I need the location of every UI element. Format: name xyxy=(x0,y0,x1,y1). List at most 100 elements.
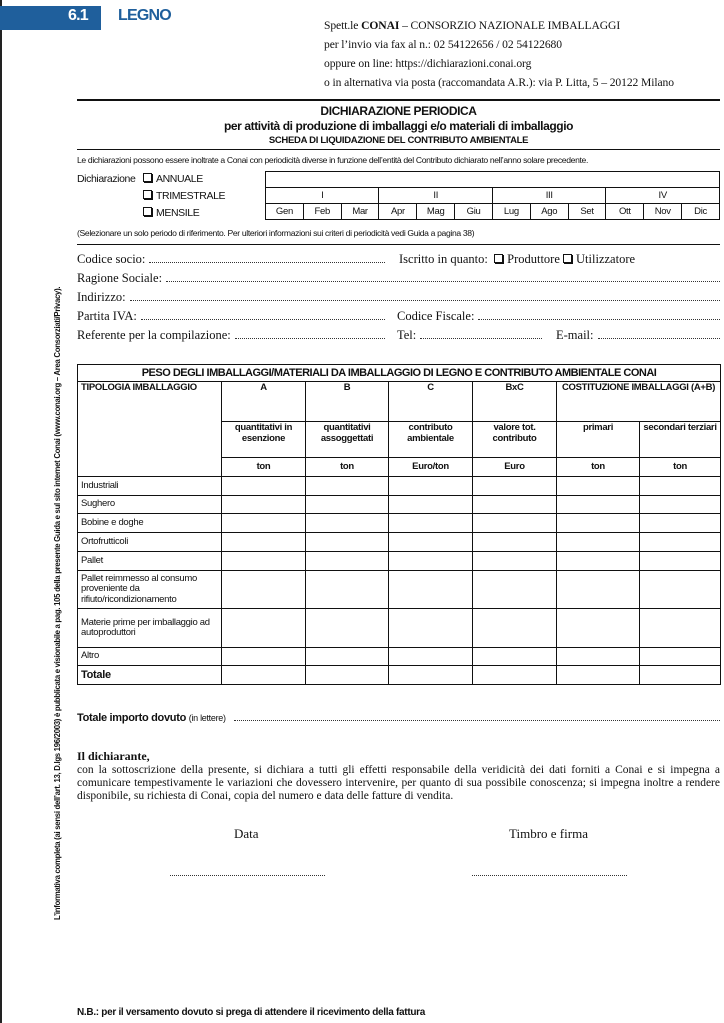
input-cell[interactable] xyxy=(638,476,722,496)
field-ragione-sociale[interactable]: Ragione Sociale: xyxy=(77,271,720,286)
month-cell[interactable]: Mar xyxy=(340,203,380,220)
input-cell[interactable] xyxy=(638,532,722,552)
input-cell[interactable] xyxy=(388,513,473,533)
row-label: Totale xyxy=(77,665,222,685)
checkbox[interactable] xyxy=(143,207,152,216)
field-indirizzo[interactable]: Indirizzo: xyxy=(77,290,720,305)
month-cell[interactable]: Set xyxy=(567,203,607,220)
month-cell[interactable]: Giu xyxy=(454,203,493,220)
input-cell[interactable] xyxy=(472,608,557,648)
input-cell[interactable] xyxy=(556,665,640,685)
input-cell[interactable] xyxy=(221,608,306,648)
option-annuale[interactable]: ANNUALE xyxy=(143,173,203,185)
input-cell[interactable] xyxy=(638,495,722,514)
input-cell[interactable] xyxy=(305,570,389,609)
table-row: Pallet reimmesso al consumo proveniente … xyxy=(77,570,722,609)
date-field[interactable] xyxy=(170,874,325,876)
input-cell[interactable] xyxy=(388,665,473,685)
input-cell[interactable] xyxy=(221,665,306,685)
input-cell[interactable] xyxy=(472,570,557,609)
totale-importo-field[interactable]: Totale importo dovuto (in lettere) xyxy=(77,712,720,724)
input-cell[interactable] xyxy=(305,647,389,666)
year-cell[interactable] xyxy=(265,171,720,188)
option-trimestrale[interactable]: TRIMESTRALE xyxy=(143,190,226,202)
month-cell[interactable]: Mag xyxy=(416,203,456,220)
input-cell[interactable] xyxy=(556,608,640,648)
input-cell[interactable] xyxy=(221,476,306,496)
input-cell[interactable] xyxy=(556,513,640,533)
signature-field[interactable] xyxy=(472,874,627,876)
field-codice-fiscale[interactable]: Codice Fiscale: xyxy=(397,309,720,324)
input-cell[interactable] xyxy=(221,647,306,666)
divider xyxy=(77,244,720,245)
input-cell[interactable] xyxy=(221,513,306,533)
month-cell[interactable]: Nov xyxy=(643,203,683,220)
checkbox[interactable] xyxy=(143,173,152,182)
input-cell[interactable] xyxy=(305,532,389,552)
input-cell[interactable] xyxy=(472,551,557,571)
input-cell[interactable] xyxy=(305,495,389,514)
quarter-cell[interactable]: IV xyxy=(605,187,720,204)
input-cell[interactable] xyxy=(638,647,722,666)
input-cell[interactable] xyxy=(305,476,389,496)
field-partita-iva[interactable]: Partita IVA: xyxy=(77,309,385,324)
quarter-cell[interactable]: I xyxy=(264,187,380,204)
row-label: Pallet xyxy=(77,551,222,571)
row-label: Industriali xyxy=(77,476,222,496)
month-cell[interactable]: Dic xyxy=(681,203,720,220)
input-cell[interactable] xyxy=(472,532,557,552)
input-cell[interactable] xyxy=(388,551,473,571)
input-cell[interactable] xyxy=(221,570,306,609)
input-cell[interactable] xyxy=(556,495,640,514)
checkbox-utilizzatore[interactable] xyxy=(563,254,573,263)
quarter-cell[interactable]: II xyxy=(378,187,493,204)
month-cell[interactable]: Apr xyxy=(378,203,418,220)
input-cell[interactable] xyxy=(305,665,389,685)
input-cell[interactable] xyxy=(472,495,557,514)
input-cell[interactable] xyxy=(221,532,306,552)
checkbox[interactable] xyxy=(143,190,152,199)
left-border xyxy=(0,0,2,1023)
input-cell[interactable] xyxy=(388,608,473,648)
input-cell[interactable] xyxy=(305,513,389,533)
input-cell[interactable] xyxy=(221,551,306,571)
input-cell[interactable] xyxy=(472,513,557,533)
input-cell[interactable] xyxy=(305,551,389,571)
input-cell[interactable] xyxy=(556,647,640,666)
input-cell[interactable] xyxy=(305,608,389,648)
input-cell[interactable] xyxy=(556,476,640,496)
input-cell[interactable] xyxy=(388,476,473,496)
month-cell[interactable]: Gen xyxy=(265,203,304,220)
input-cell[interactable] xyxy=(472,647,557,666)
input-cell[interactable] xyxy=(638,513,722,533)
input-cell[interactable] xyxy=(388,495,473,514)
field-tel[interactable]: Tel: xyxy=(397,328,542,343)
row-label: Altro xyxy=(77,647,222,666)
field-codice-socio[interactable]: Codice socio: xyxy=(77,252,385,267)
field-referente[interactable]: Referente per la compilazione: xyxy=(77,328,385,343)
input-cell[interactable] xyxy=(638,665,722,685)
address-prefix: Spett.le xyxy=(324,19,362,32)
col-unit: ton xyxy=(305,457,389,477)
input-cell[interactable] xyxy=(556,570,640,609)
field-email[interactable]: E-mail: xyxy=(556,328,720,343)
input-cell[interactable] xyxy=(472,476,557,496)
month-cell[interactable]: Ago xyxy=(529,203,569,220)
input-cell[interactable] xyxy=(388,532,473,552)
month-cell[interactable]: Lug xyxy=(491,203,531,220)
input-cell[interactable] xyxy=(388,647,473,666)
month-cell[interactable]: Feb xyxy=(302,203,342,220)
month-cell[interactable]: Ott xyxy=(605,203,645,220)
input-cell[interactable] xyxy=(472,665,557,685)
type-header: TIPOLOGIA IMBALLAGGIO xyxy=(77,381,222,477)
checkbox-produttore[interactable] xyxy=(494,254,504,263)
option-mensile[interactable]: MENSILE xyxy=(143,207,200,219)
input-cell[interactable] xyxy=(638,551,722,571)
input-cell[interactable] xyxy=(556,551,640,571)
input-cell[interactable] xyxy=(388,570,473,609)
input-cell[interactable] xyxy=(638,570,722,609)
input-cell[interactable] xyxy=(638,608,722,648)
input-cell[interactable] xyxy=(556,532,640,552)
quarter-cell[interactable]: III xyxy=(491,187,607,204)
input-cell[interactable] xyxy=(221,495,306,514)
